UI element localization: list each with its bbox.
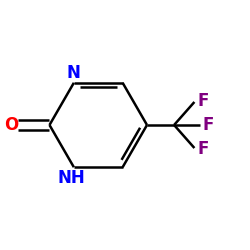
Text: F: F bbox=[203, 116, 214, 134]
Text: O: O bbox=[4, 116, 19, 134]
Text: N: N bbox=[67, 64, 81, 82]
Text: F: F bbox=[198, 92, 209, 110]
Text: F: F bbox=[198, 140, 209, 158]
Text: NH: NH bbox=[57, 168, 85, 186]
